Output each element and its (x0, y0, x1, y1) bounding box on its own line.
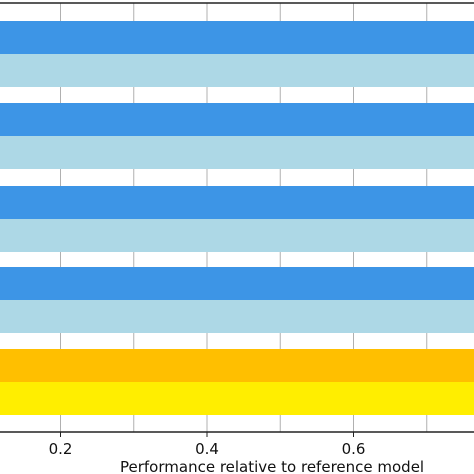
bar-8 (0, 300, 474, 333)
bar-1 (0, 21, 474, 54)
x-tick-label: 0.2 (49, 440, 73, 458)
bar-3 (0, 103, 474, 136)
bar-2 (0, 54, 474, 87)
bar-9 (0, 349, 474, 382)
x-tick-label: 0.4 (195, 440, 219, 458)
x-axis-label: Performance relative to reference model (120, 458, 424, 474)
x-axis-ticks: 0.20.40.60.8 (49, 432, 366, 458)
bars (0, 21, 474, 415)
x-tick-label: 0.6 (342, 440, 366, 458)
bar-6 (0, 219, 474, 252)
axes-frame (0, 2, 474, 433)
bar-7 (0, 267, 474, 300)
bar-4 (0, 136, 474, 169)
bar-10 (0, 382, 474, 415)
bar-5 (0, 186, 474, 219)
